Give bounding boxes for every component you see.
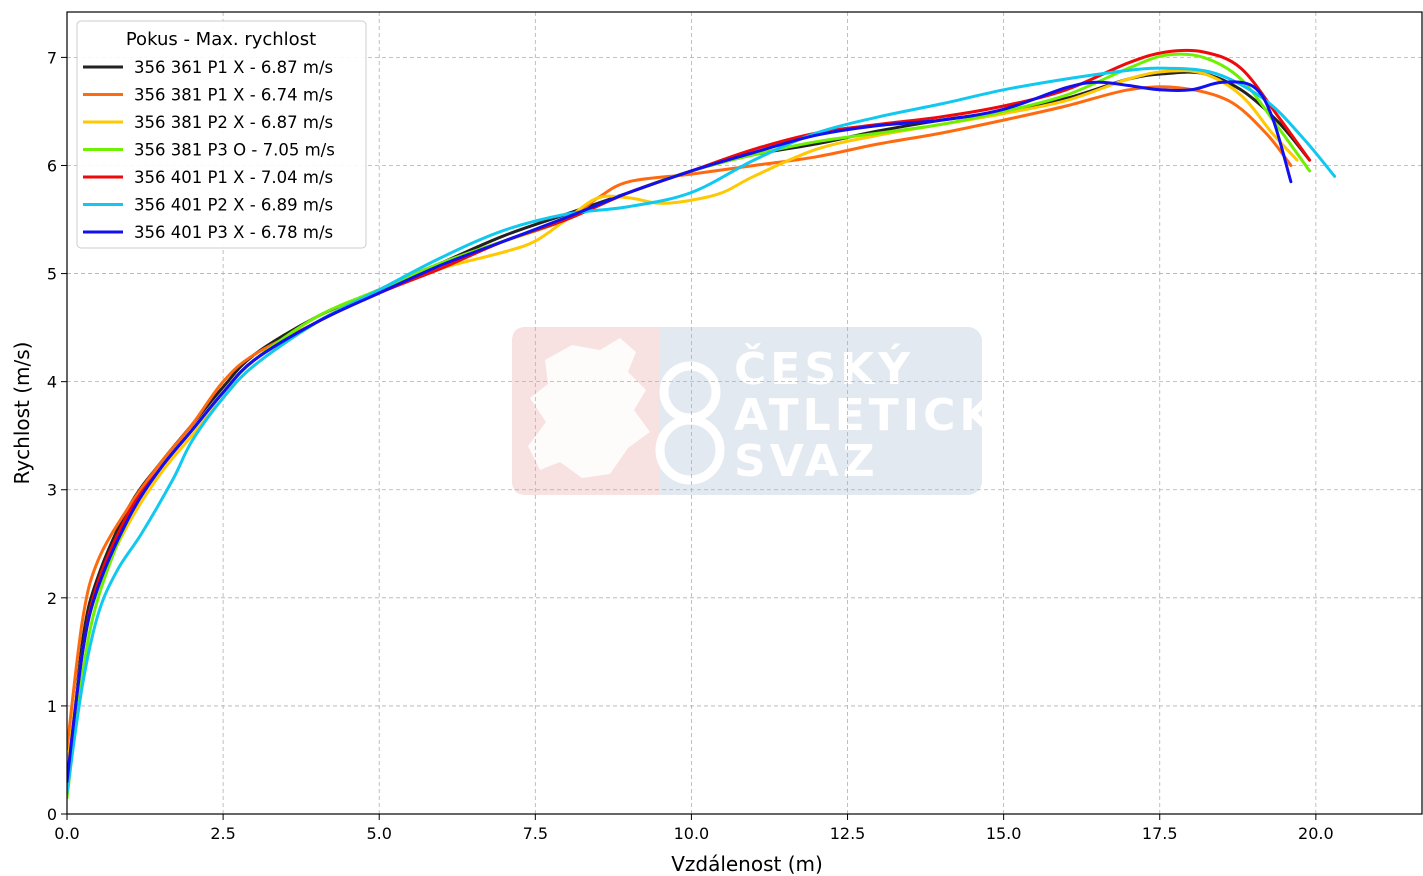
legend-entry: 356 401 P1 X - 7.04 m/s bbox=[134, 168, 333, 187]
watermark-logo: ČESKÝ ATLETICKÝ SVAZ bbox=[512, 327, 1033, 495]
lion-icon bbox=[528, 338, 650, 478]
y-tick-label: 6 bbox=[47, 156, 57, 175]
y-tick-label: 7 bbox=[47, 48, 57, 67]
series-line-7 bbox=[67, 80, 1293, 784]
x-tick-label: 20.0 bbox=[1298, 824, 1334, 843]
legend-entry: 356 381 P2 X - 6.87 m/s bbox=[134, 113, 333, 132]
x-tick-label: 15.0 bbox=[986, 824, 1022, 843]
watermark-line-1: ČESKÝ bbox=[734, 342, 914, 395]
x-axis: 0.0 2.5 5.0 7.5 10.0 12.5 15.0 17.5 20.0 bbox=[54, 814, 1334, 843]
watermark-line-3: SVAZ bbox=[734, 436, 879, 487]
legend: Pokus - Max. rychlost 356 361 P1 X - 6.8… bbox=[76, 20, 367, 249]
legend-entry: 356 401 P3 X - 6.78 m/s bbox=[134, 223, 333, 242]
series-lines bbox=[67, 48, 1337, 800]
y-axis-label: Rychlost (m/s) bbox=[10, 342, 34, 485]
x-axis-label: Vzdálenost (m) bbox=[671, 852, 823, 876]
x-tick-label: 17.5 bbox=[1142, 824, 1178, 843]
legend-entry: 356 401 P2 X - 6.89 m/s bbox=[134, 196, 333, 215]
legend-box bbox=[76, 20, 367, 249]
y-axis: 0 1 2 3 4 5 6 7 bbox=[47, 48, 67, 824]
y-tick-label: 0 bbox=[47, 805, 57, 824]
x-tick-label: 0.0 bbox=[54, 824, 79, 843]
y-tick-label: 4 bbox=[47, 373, 57, 392]
plot-frame bbox=[66, 11, 1423, 815]
legend-title: Pokus - Max. rychlost bbox=[126, 29, 316, 50]
x-tick-label: 12.5 bbox=[830, 824, 866, 843]
x-tick-label: 2.5 bbox=[210, 824, 235, 843]
legend-entry: 356 361 P1 X - 6.87 m/s bbox=[134, 58, 333, 77]
x-tick-label: 7.5 bbox=[523, 824, 548, 843]
x-tick-label: 10.0 bbox=[674, 824, 710, 843]
grid bbox=[66, 12, 1422, 815]
y-tick-label: 5 bbox=[47, 265, 57, 284]
y-tick-label: 3 bbox=[47, 481, 57, 500]
legend-entry: 356 381 P3 O - 7.05 m/s bbox=[134, 141, 335, 160]
x-tick-label: 5.0 bbox=[366, 824, 391, 843]
y-tick-label: 2 bbox=[47, 589, 57, 608]
legend-entry: 356 381 P1 X - 6.74 m/s bbox=[134, 86, 333, 105]
y-tick-label: 1 bbox=[47, 697, 57, 716]
watermark-line-2: ATLETICKÝ bbox=[734, 388, 1033, 441]
